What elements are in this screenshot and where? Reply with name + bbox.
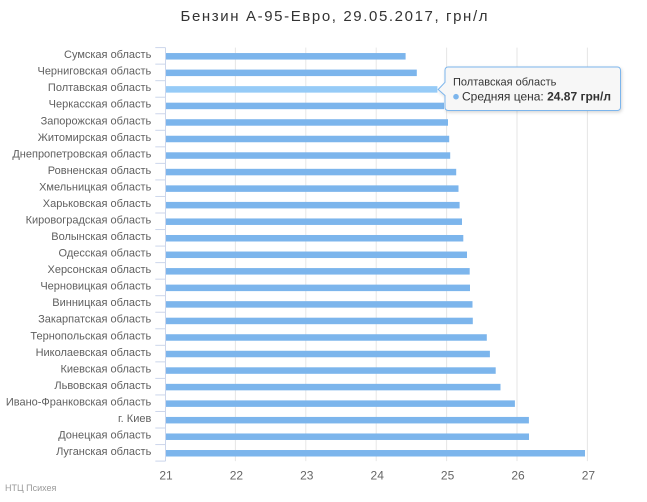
svg-text:23: 23	[300, 469, 314, 483]
svg-text:Днепропетровская область: Днепропетровская область	[12, 148, 151, 160]
svg-text:Черновицкая область: Черновицкая область	[40, 281, 151, 293]
svg-text:Ивано-Франковская область: Ивано-Франковская область	[6, 396, 152, 408]
svg-text:Средняя цена: 24.87 грн/л: Средняя цена: 24.87 грн/л	[462, 90, 611, 104]
svg-text:21: 21	[159, 469, 173, 483]
svg-text:Киевская область: Киевская область	[60, 363, 151, 375]
svg-text:г. Киев: г. Киев	[118, 413, 151, 425]
svg-text:Одесская область: Одесская область	[59, 248, 152, 260]
svg-text:Полтавская область: Полтавская область	[453, 77, 557, 89]
svg-text:Сумская область: Сумская область	[64, 49, 152, 61]
svg-text:Закарпатская область: Закарпатская область	[38, 314, 151, 326]
svg-text:Ровненская область: Ровненская область	[48, 165, 152, 177]
svg-text:Донецкая область: Донецкая область	[58, 430, 151, 442]
svg-text:26: 26	[511, 469, 525, 483]
svg-text:Бензин А-95-Евро, 29.05.2017,: Бензин А-95-Евро, 29.05.2017, грн/л	[181, 8, 488, 25]
svg-text:Волынская область: Волынская область	[51, 231, 151, 243]
svg-text:22: 22	[230, 469, 244, 483]
svg-text:Черкасская область: Черкасская область	[49, 99, 152, 111]
svg-text:Харьковская область: Харьковская область	[43, 198, 152, 210]
svg-text:24: 24	[371, 469, 385, 483]
svg-text:Запорожская область: Запорожская область	[41, 115, 152, 127]
svg-text:Луганская область: Луганская область	[56, 446, 151, 458]
svg-text:27: 27	[582, 469, 596, 483]
svg-text:Житомирская область: Житомирская область	[38, 132, 152, 144]
svg-text:25: 25	[441, 469, 455, 483]
svg-text:Тернопольская область: Тернопольская область	[30, 330, 151, 342]
svg-text:Николаевская область: Николаевская область	[36, 347, 152, 359]
svg-text:Винницкая область: Винницкая область	[52, 297, 151, 309]
svg-text:Полтавская область: Полтавская область	[48, 82, 152, 94]
svg-text:Кировоградская область: Кировоградская область	[26, 215, 152, 227]
svg-text:Львовская область: Львовская область	[54, 380, 151, 392]
svg-text:Черниговская область: Черниговская область	[37, 66, 151, 78]
svg-text:Хмельницкая область: Хмельницкая область	[39, 181, 152, 193]
svg-text:НТЦ Психея: НТЦ Психея	[5, 483, 57, 493]
svg-text:Херсонская область: Херсонская область	[47, 264, 151, 276]
